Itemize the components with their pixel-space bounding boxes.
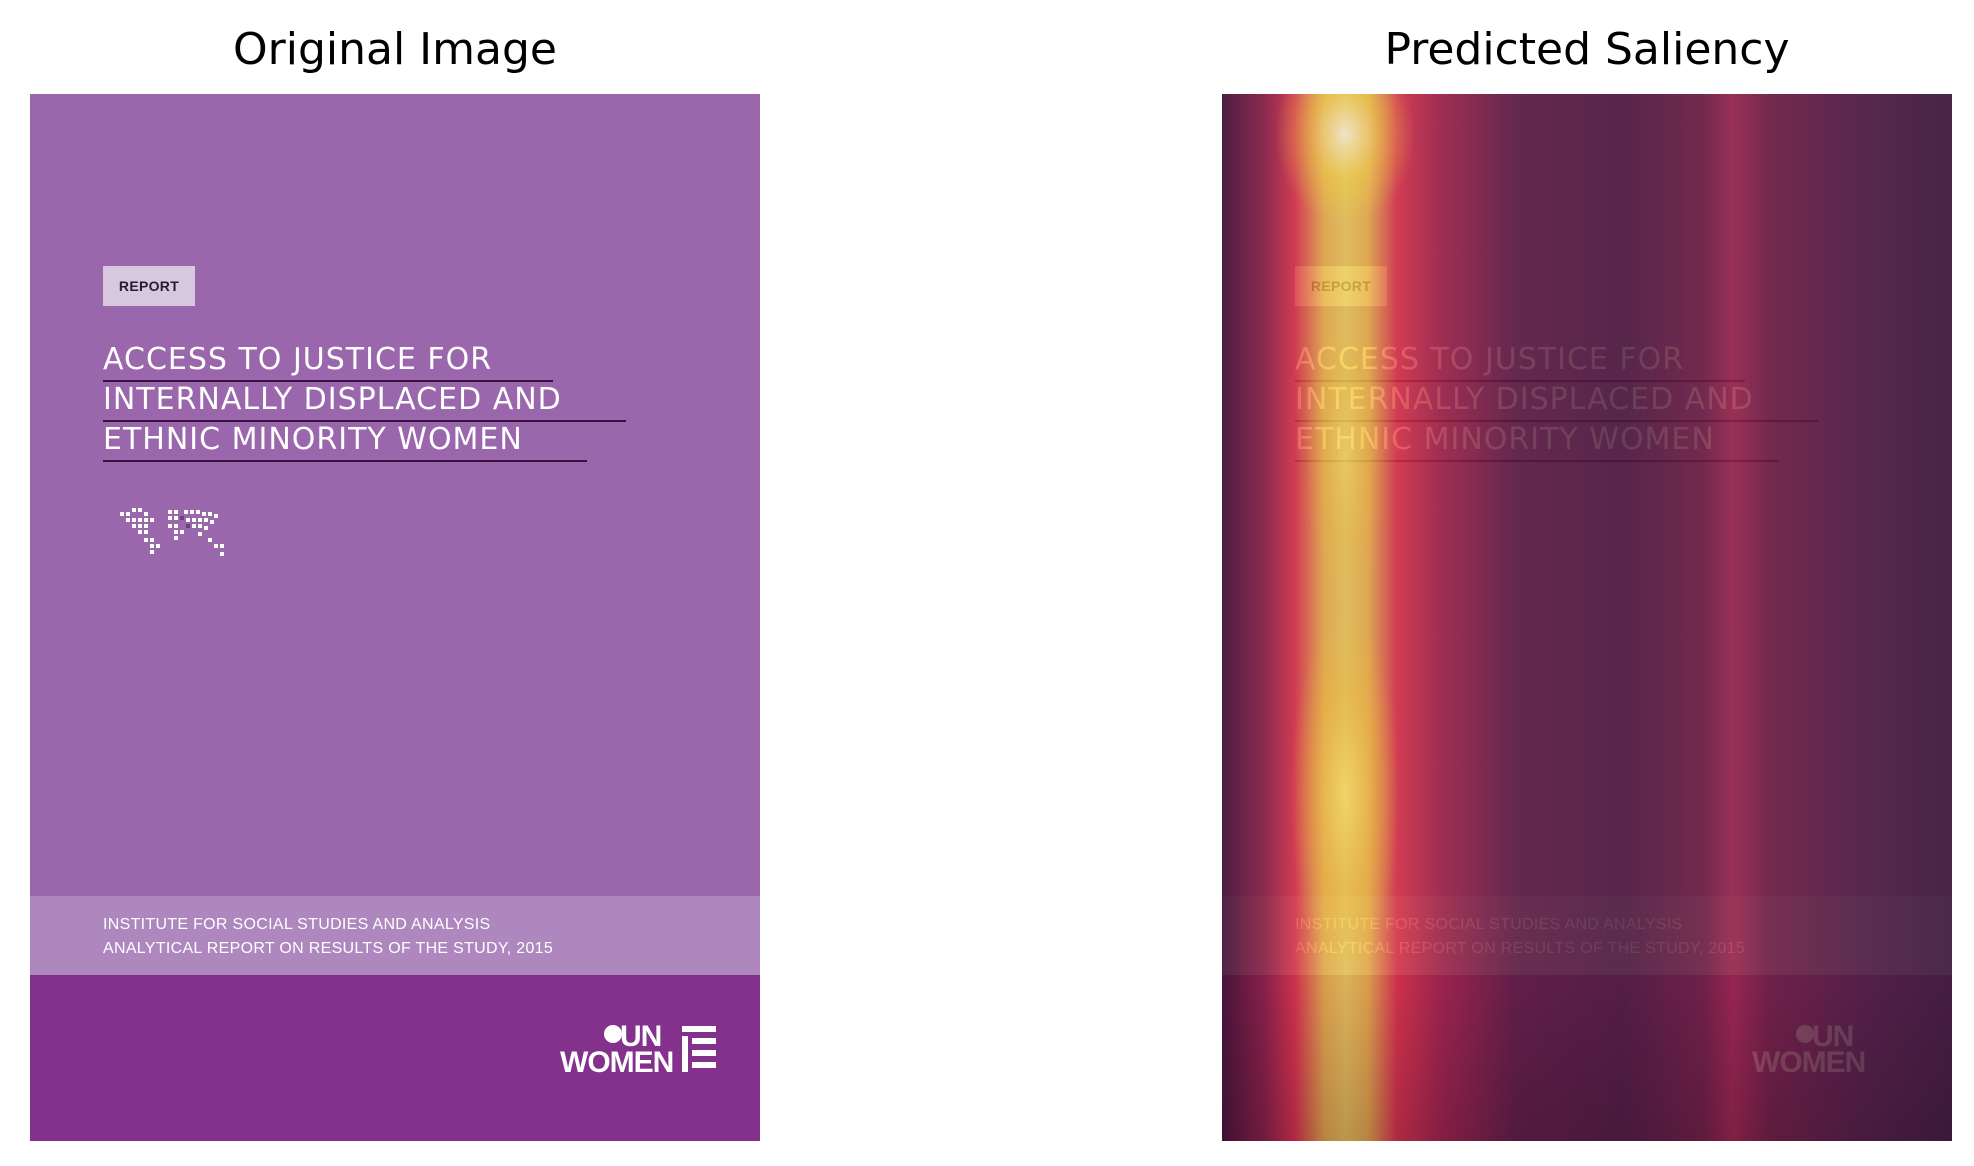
cover-band-line-2: ANALYTICAL REPORT ON RESULTS OF THE STUD… (103, 940, 554, 957)
un-women-logo-icon: UN WOMEN (560, 1022, 720, 1078)
title-underline-1 (103, 380, 553, 382)
cover-top-area (30, 94, 760, 896)
cover-bottom-area (30, 975, 760, 1141)
logo-women-text: WOMEN (560, 1046, 674, 1079)
cover-band-line-1: INSTITUTE FOR SOCIAL STUDIES AND ANALYSI… (103, 916, 491, 933)
report-badge: REPORT (103, 266, 195, 306)
cover-title-line-3: ETHNIC MINORITY WOMEN (103, 422, 523, 457)
cover-title-line-2: INTERNALLY DISPLACED AND (103, 382, 562, 417)
report-cover: REPORT ACCESS TO JUSTICE FOR INTERNALLY … (30, 94, 760, 1141)
logo-glyph-icon (682, 1026, 716, 1072)
predicted-saliency-panel: REPORT ACCESS TO JUSTICE FOR INTERNALLY … (1222, 94, 1952, 1141)
title-underline-3 (103, 460, 587, 462)
saliency-heatmap-overlay (1222, 94, 1952, 1141)
un-globe-icon (604, 1025, 622, 1043)
original-image-title: Original Image (233, 24, 557, 75)
title-underline-2 (103, 420, 626, 422)
world-map-icon (120, 508, 224, 556)
original-image-panel: REPORT ACCESS TO JUSTICE FOR INTERNALLY … (30, 94, 760, 1141)
predicted-saliency-title: Predicted Saliency (1384, 24, 1790, 75)
logo-un-text: UN (620, 1020, 662, 1053)
cover-info-band (30, 896, 760, 975)
cover-title-line-1: ACCESS TO JUSTICE FOR (103, 342, 493, 377)
